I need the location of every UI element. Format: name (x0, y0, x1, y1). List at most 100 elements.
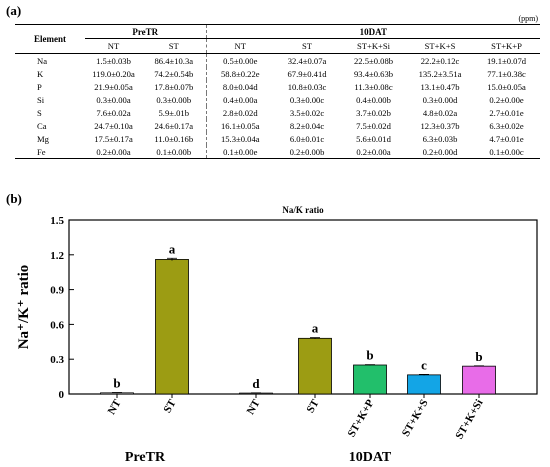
value-cell: 7.5±0.02d (356, 120, 391, 131)
value-cell: 17.5±0.17a (94, 133, 133, 144)
value-cell: 7.6±0.02a (96, 107, 131, 118)
significance-letter: d (252, 376, 260, 391)
value-cell: 0.2±0.00e (489, 94, 524, 105)
value-cell: 5.6±0.01d (356, 133, 391, 144)
value-cell: 0.2±0.00a (85, 145, 142, 159)
value-cell: 2.7±0.01e (489, 107, 524, 118)
value-cell: 21.9±0.05a (94, 81, 133, 92)
element-cell: Na (37, 55, 48, 66)
value-cell: 5.9±.01b (158, 107, 190, 118)
y-tick-label: 0 (59, 389, 65, 401)
bar (298, 337, 332, 395)
column-header: NT (205, 38, 275, 54)
x-tick-label: ST+K+Si (453, 398, 485, 442)
table-row: Fe 0.2±0.00a 0.1±0.00b 0.1±0.00e 0.2±0.00b 0.… (15, 145, 541, 159)
value-cell: 0.2±0.00b (274, 145, 341, 159)
value-cell: 0.3±0.00d (422, 94, 458, 105)
significance-letter: a (312, 321, 319, 336)
value-cell: 13.1±0.47b (420, 81, 460, 92)
value-cell: 2.8±0.02d (205, 106, 275, 119)
table-row: Ca 24.7±0.10a 24.6±0.17a 16.1±0.05a 8.2±0.04… (15, 119, 540, 132)
value-cell: 58.8±0.22e (205, 67, 275, 80)
value-cell: 24.6±0.17a (154, 120, 194, 131)
value-cell: 93.4±0.63b (353, 68, 394, 79)
value-cell: 77.1±0.38c (487, 68, 526, 79)
table-row: Si 0.3±0.00a 0.3±0.00b 0.4±0.00a 0.3±0.00c 0.… (15, 93, 540, 106)
value-cell: 74.2±0.54b (154, 68, 194, 79)
significance-letter: b (113, 375, 120, 390)
group-header-10dat: 10DAT (205, 24, 541, 39)
significance-letter: b (366, 348, 373, 363)
x-tick-label: ST (161, 397, 178, 415)
value-cell: 0.2±0.00a (340, 145, 408, 159)
significance-letter: c (421, 357, 427, 372)
table-row: S 7.6±0.02a 5.9±.01b 2.8±0.02d 3.5±0.02c 3.7±… (15, 106, 540, 119)
column-header: ST+K+P (473, 38, 541, 54)
y-tick-label: 0.6 (50, 319, 64, 331)
value-cell: 86.4±10.3a (154, 55, 194, 66)
value-cell: 3.7±0.02b (356, 107, 391, 118)
x-tick-label: ST (304, 397, 321, 415)
unit-label: (ppm) (518, 14, 538, 23)
value-cell: 4.7±0.01e (489, 133, 524, 144)
element-header: Element (15, 24, 85, 54)
value-cell: 0.3±0.00a (96, 94, 131, 105)
element-cell: Ca (37, 120, 47, 131)
element-cell: Fe (15, 145, 85, 159)
value-cell: 67.9±0.41d (287, 68, 327, 79)
value-cell: 0.5±0.00e (205, 53, 275, 67)
x-tick-label: ST+K+P (346, 397, 377, 439)
value-cell: 19.1±0.07d (486, 55, 527, 66)
column-header: ST (274, 38, 341, 54)
column-header: ST+K+Si (340, 38, 408, 54)
element-cell: Mg (37, 133, 49, 144)
group-label-10dat: 10DAT (349, 450, 392, 465)
y-tick-label: 0.9 (50, 285, 64, 297)
bar (155, 259, 189, 395)
value-cell: 16.1±0.05a (205, 119, 275, 132)
table-row: Na 1.5±0.03b 86.4±10.3a 0.5±0.00e 32.4±0.07a… (15, 53, 540, 67)
element-cell: P (37, 81, 42, 92)
bar (407, 374, 441, 395)
significance-letter: b (475, 349, 482, 364)
value-cell: 0.3±0.00b (156, 94, 192, 105)
value-cell: 10.8±0.03c (287, 81, 327, 92)
column-header: ST+K+S (407, 38, 474, 54)
value-cell: 11.0±0.16b (154, 133, 194, 144)
chart-title: Na/K ratio (282, 205, 324, 215)
element-cell: K (37, 68, 44, 79)
y-tick-label: 1.5 (50, 215, 64, 227)
value-cell: 17.8±0.07b (154, 81, 194, 92)
value-cell: 24.7±0.10a (94, 120, 133, 131)
value-cell: 0.1±0.00c (473, 145, 541, 159)
y-tick-label: 1.2 (50, 250, 64, 262)
bar (353, 364, 387, 395)
value-cell: 15.0±0.05a (487, 81, 526, 92)
value-cell: 135.2±3.51a (418, 68, 462, 79)
value-cell: 4.8±0.02a (422, 107, 458, 118)
value-cell: 119.0±0.20a (92, 68, 135, 79)
x-tick-label: NT (106, 397, 124, 417)
panel-b-label: (b) (6, 191, 22, 206)
y-axis-label: Na⁺/K⁺ ratio (16, 265, 32, 350)
value-cell: 12.3±0.37b (420, 120, 460, 131)
value-cell: 0.3±0.00c (289, 94, 325, 105)
value-cell: 11.3±0.08c (354, 81, 393, 92)
column-header: ST (142, 38, 207, 54)
value-cell: 0.1±0.00e (205, 145, 275, 159)
value-cell: 22.5±0.08b (353, 55, 394, 66)
panel-a-label: (a) (6, 3, 22, 18)
value-cell: 22.2±0.12c (420, 55, 460, 66)
value-cell: 0.4±0.00b (356, 94, 391, 105)
value-cell: 0.4±0.00a (205, 93, 275, 106)
value-cell: 32.4±0.07a (287, 55, 327, 66)
value-cell: 6.3±0.03b (422, 133, 458, 144)
group-header-pretr: PreTR (85, 24, 207, 39)
value-cell: 8.2±0.04c (289, 120, 325, 131)
value-cell: 8.0±0.04d (205, 80, 275, 93)
value-cell: 0.1±0.00b (142, 145, 207, 159)
table-row: P 21.9±0.05a 17.8±0.07b 8.0±0.04d 10.8±0.03c… (15, 80, 540, 93)
value-cell: 0.2±0.00d (407, 145, 474, 159)
y-tick-label: 0.3 (50, 354, 64, 366)
